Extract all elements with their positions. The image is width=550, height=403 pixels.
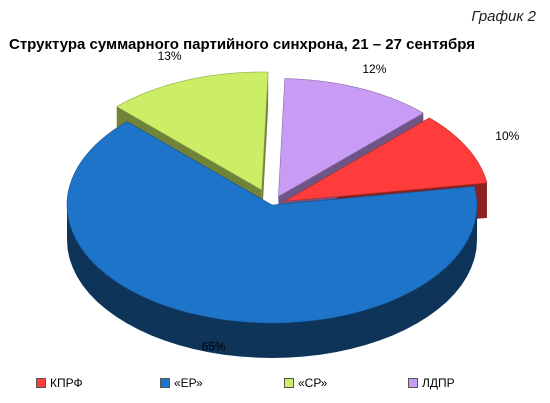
legend-swatch-kprf [36, 378, 46, 388]
slice-sr [116, 71, 269, 191]
data-label-er: 65% [202, 340, 226, 354]
legend-swatch-er [160, 378, 170, 388]
slice-kprf [284, 117, 488, 202]
legend-label-sr: «СР» [298, 376, 328, 390]
legend-swatch-sr [284, 378, 294, 388]
chart-caption: График 2 [471, 8, 536, 25]
chart-title: Структура суммарного партийного синхрона… [9, 36, 475, 53]
slice-wall-er [67, 205, 477, 358]
legend-label-ldpr: ЛДПР [422, 376, 455, 390]
legend-item-sr: «СР» [284, 376, 327, 390]
data-label-ldpr: 12% [362, 62, 386, 76]
data-label-kprf: 10% [495, 129, 519, 143]
slice-ldpr [278, 78, 424, 198]
legend-item-er: «ЕР» [160, 376, 203, 390]
slice-face-sr-1 [261, 72, 269, 226]
legend-item-kprf: КПРФ [36, 376, 83, 390]
slice-er [66, 121, 478, 324]
legend-label-er: «ЕР» [174, 376, 203, 390]
legend-item-ldpr: ЛДПР [408, 376, 455, 390]
data-label-sr: 13% [158, 49, 182, 63]
legend-swatch-ldpr [408, 378, 418, 388]
chart-legend: КПРФ «ЕР» «СР» ЛДПР [36, 376, 516, 394]
legend-label-kprf: КПРФ [50, 376, 83, 390]
